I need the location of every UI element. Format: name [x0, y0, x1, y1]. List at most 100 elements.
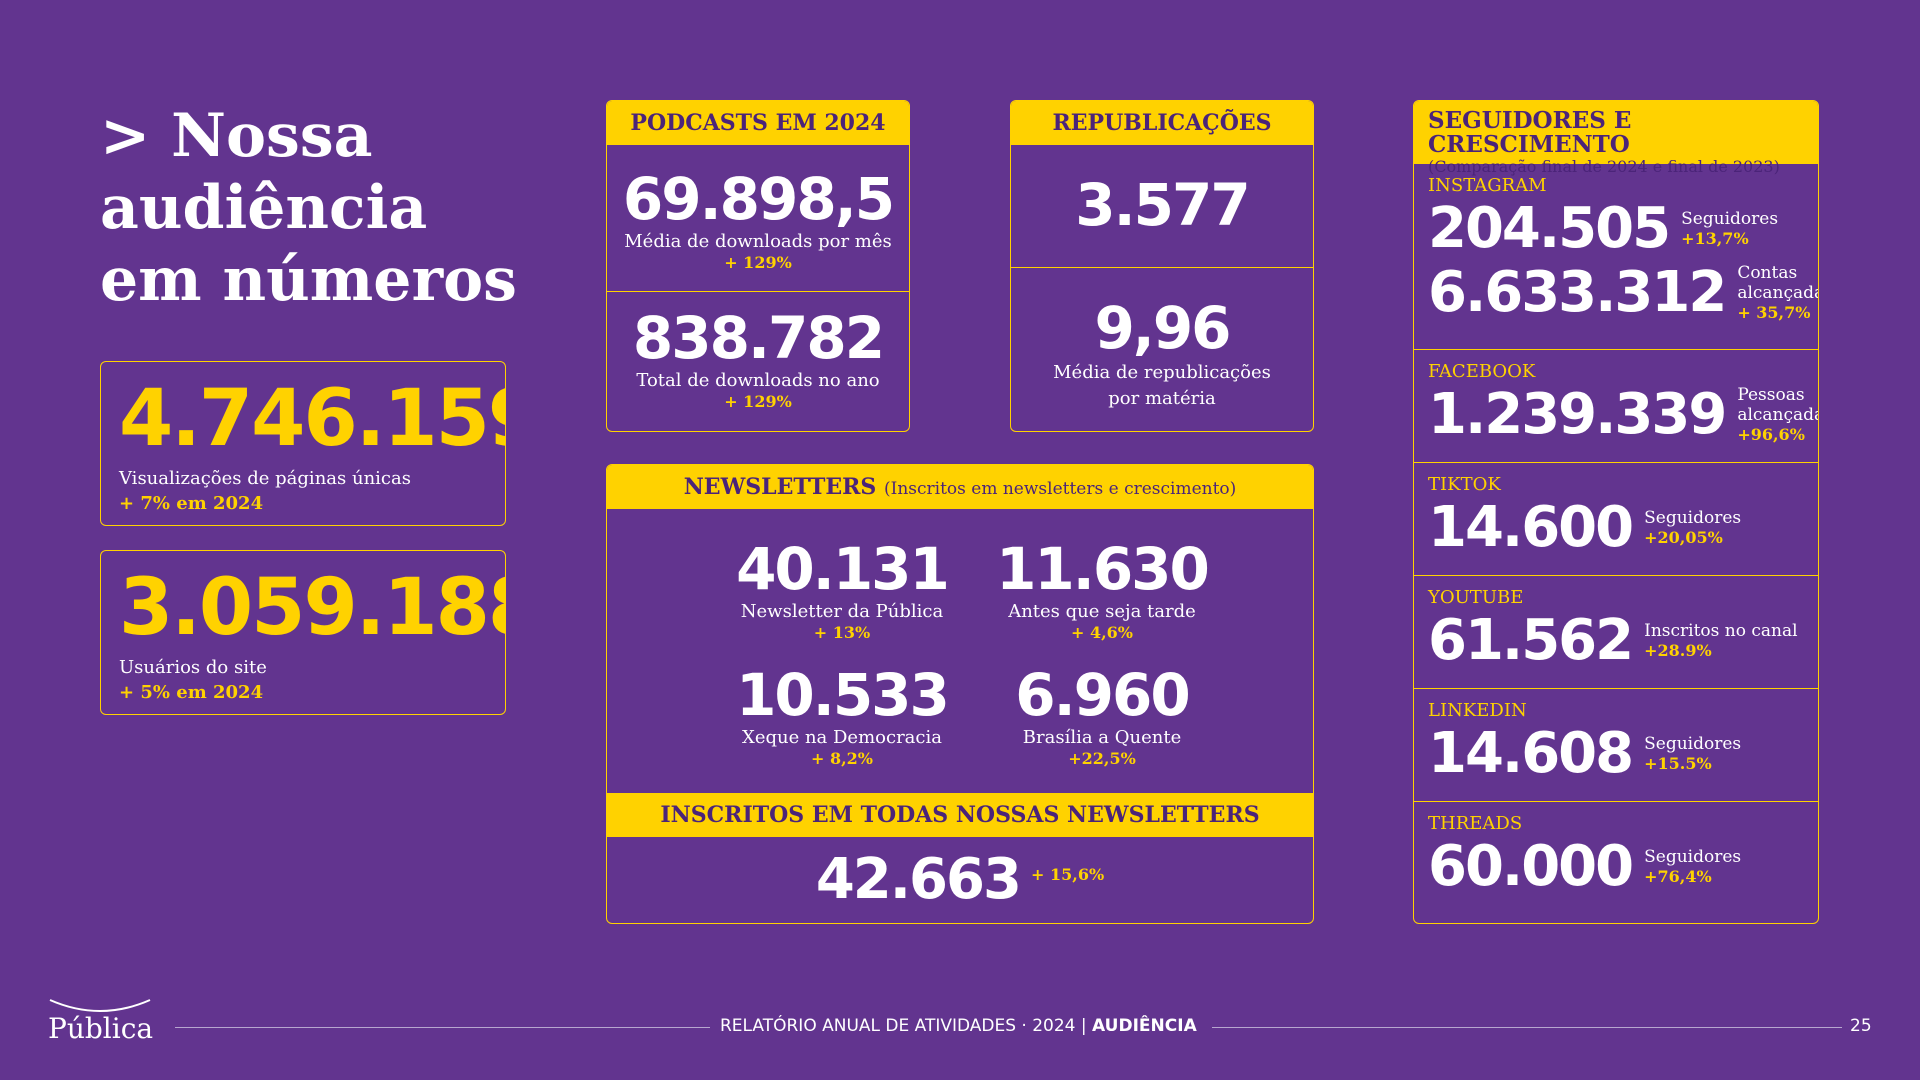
newsletter-name: Newsletter da Pública — [740, 601, 944, 622]
network-change: +13,7% — [1681, 229, 1749, 248]
network-name: INSTAGRAM — [1428, 175, 1547, 196]
stat-change: + 129% — [724, 392, 792, 411]
network-name: TIKTOK — [1428, 474, 1501, 495]
network-metric: Seguidores — [1644, 734, 1742, 754]
network-name: YOUTUBE — [1428, 587, 1524, 608]
network-value: 204.505 — [1428, 196, 1671, 261]
newsletter-value: 40.131 — [736, 535, 950, 603]
stat-value: 69.898,5 — [622, 165, 895, 233]
network-row: 204.505 Seguidores +13,7% — [1428, 198, 1818, 260]
newsletter-item: 11.630 Antes que seja tarde + 4,6% — [972, 537, 1232, 643]
newsletters-total-header: INSCRITOS EM TODAS NOSSAS NEWSLETTERS — [607, 793, 1313, 837]
network-metric: Contas alcançadas — [1737, 263, 1818, 303]
title-line-1: Nossa — [171, 101, 373, 171]
network-value: 14.608 — [1428, 721, 1634, 786]
network-change: +20,05% — [1644, 528, 1723, 547]
kpi-value: 4.746.159 — [119, 374, 506, 464]
newsletter-change: + 4,6% — [1070, 623, 1133, 642]
network-metric: Seguidores — [1644, 508, 1742, 528]
network-threads: THREADS 60.000 Seguidores +76,4% — [1414, 802, 1818, 898]
divider — [1414, 349, 1818, 350]
page-number: 25 — [1850, 1016, 1872, 1036]
social-title: SEGUIDORES E CRESCIMENTO — [1428, 107, 1632, 158]
divider — [1414, 688, 1818, 689]
network-value: 6.633.312 — [1428, 260, 1727, 325]
network-youtube: YOUTUBE 61.562 Inscritos no canal +28.9% — [1414, 576, 1818, 688]
kpi-site-users-card: 3.059.188 Usuários do site + 5% em 2024 — [100, 550, 506, 715]
newsletter-value: 6.960 — [1015, 661, 1190, 729]
social-growth-card: SEGUIDORES E CRESCIMENTO (Comparação fin… — [1413, 100, 1819, 924]
republicacoes-card: REPUBLICAÇÕES 3.577 9,96 Média de republ… — [1010, 100, 1314, 432]
network-row: 14.600 Seguidores +20,05% — [1428, 497, 1818, 559]
newsletters-card: NEWSLETTERS (Inscritos em newsletters e … — [606, 464, 1314, 924]
network-row: 60.000 Seguidores +76,4% — [1428, 836, 1818, 898]
newsletter-change: + 13% — [813, 623, 871, 642]
footer-rule-right — [1212, 1027, 1842, 1028]
footer-rule-left — [175, 1027, 710, 1028]
newsletter-item: 6.960 Brasília a Quente +22,5% — [972, 663, 1232, 769]
network-metric: Seguidores — [1644, 847, 1742, 867]
newsletter-name: Antes que seja tarde — [1008, 601, 1196, 622]
divider — [1414, 801, 1818, 802]
network-change: +76,4% — [1644, 867, 1712, 886]
network-tiktok: TIKTOK 14.600 Seguidores +20,05% — [1414, 463, 1818, 575]
newsletter-item: 10.533 Xeque na Democracia + 8,2% — [712, 663, 972, 769]
network-name: THREADS — [1428, 813, 1523, 834]
stat-value: 3.577 — [1075, 171, 1250, 239]
divider — [607, 291, 909, 292]
network-change: +96,6% — [1737, 425, 1805, 444]
network-linkedin: LINKEDIN 14.608 Seguidores +15.5% — [1414, 689, 1818, 801]
footer-report: RELATÓRIO ANUAL DE ATIVIDADES · 2024 — [720, 1016, 1076, 1036]
stat-value: 9,96 — [1094, 294, 1231, 362]
podcast-monthly-stat: 69.898,5 Média de downloads por mês + 12… — [607, 145, 909, 291]
network-metric: Pessoas alcançadas — [1737, 385, 1818, 425]
stat-label: Total de downloads no ano — [636, 370, 880, 391]
newsletter-value: 10.533 — [736, 661, 950, 729]
logo-arc-icon — [49, 999, 151, 1012]
network-value: 1.239.339 — [1428, 382, 1727, 447]
network-value: 61.562 — [1428, 608, 1634, 673]
podcasts-header: PODCASTS EM 2024 — [607, 101, 909, 145]
network-change: +15.5% — [1644, 754, 1712, 773]
kpi-change: + 7% em 2024 — [119, 493, 264, 514]
stat-change: + 129% — [724, 253, 792, 272]
kpi-label: Visualizações de páginas únicas — [119, 468, 411, 489]
title-line-2: audiência — [100, 173, 428, 243]
network-change: + 35,7% — [1737, 303, 1811, 322]
newsletter-name: Xeque na Democracia — [742, 727, 942, 748]
kpi-page-views-card: 4.746.159 Visualizações de páginas única… — [100, 361, 506, 526]
divider — [1011, 267, 1313, 268]
newsletter-change: + 8,2% — [810, 749, 873, 768]
network-name: LINKEDIN — [1428, 700, 1527, 721]
network-name: FACEBOOK — [1428, 361, 1536, 382]
divider — [1414, 462, 1818, 463]
network-metric: Inscritos no canal — [1644, 621, 1798, 641]
divider — [1414, 575, 1818, 576]
stat-value: 838.782 — [632, 304, 885, 372]
network-value: 60.000 — [1428, 834, 1634, 899]
network-metric: Seguidores — [1681, 209, 1779, 229]
newsletter-change: +22,5% — [1068, 749, 1136, 768]
newsletter-value: 11.630 — [996, 535, 1210, 603]
publica-logo: Pública — [48, 1012, 154, 1045]
network-row: 61.562 Inscritos no canal +28.9% — [1428, 610, 1818, 672]
stat-label-line-2: por matéria — [1108, 388, 1216, 409]
newsletters-title: NEWSLETTERS — [683, 474, 877, 500]
newsletters-subtitle: (Inscritos em newsletters e crescimento) — [883, 479, 1237, 499]
footer-caption: RELATÓRIO ANUAL DE ATIVIDADES · 2024 | A… — [720, 1016, 1197, 1036]
newsletter-name: Brasília a Quente — [1022, 727, 1182, 748]
title-line-3: em números — [100, 245, 517, 315]
republicacoes-header: REPUBLICAÇÕES — [1011, 101, 1313, 145]
total-value: 42.663 — [815, 847, 1022, 912]
kpi-change: + 5% em 2024 — [119, 682, 264, 703]
network-row: 14.608 Seguidores +15.5% — [1428, 723, 1818, 785]
network-change: +28.9% — [1644, 641, 1712, 660]
kpi-label: Usuários do site — [119, 657, 267, 678]
newsletters-header: NEWSLETTERS (Inscritos em newsletters e … — [607, 465, 1313, 509]
network-instagram: INSTAGRAM 204.505 Seguidores +13,7% 6.633… — [1414, 164, 1818, 349]
republicacoes-total: 3.577 — [1011, 145, 1313, 267]
podcasts-card: PODCASTS EM 2024 69.898,5 Média de downl… — [606, 100, 910, 432]
footer-section: AUDIÊNCIA — [1092, 1016, 1197, 1036]
podcast-yearly-stat: 838.782 Total de downloads no ano + 129% — [607, 292, 909, 412]
network-row: 6.633.312 Contas alcançadas+ 35,7% — [1428, 262, 1818, 324]
